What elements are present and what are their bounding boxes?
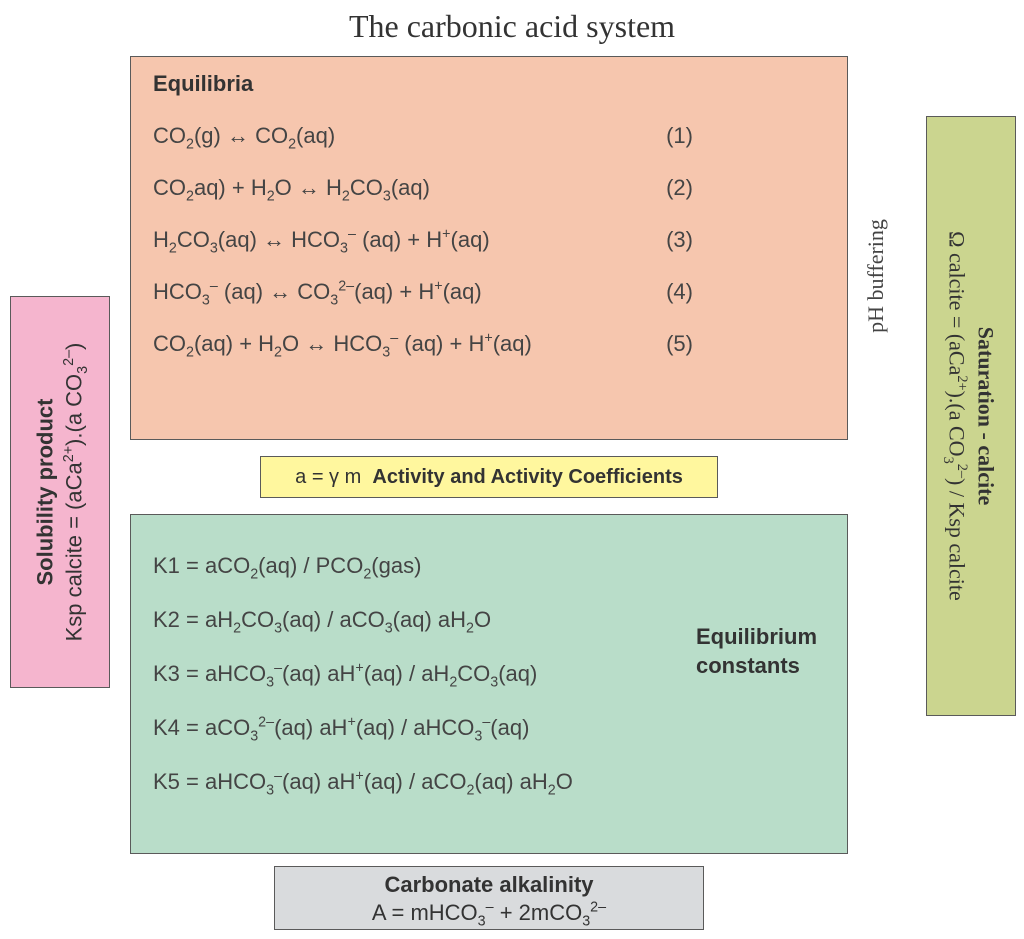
- constant-row: K4 = aCO32–(aq) aH+(aq) / aHCO3–(aq): [153, 715, 825, 741]
- solubility-box: Solubility product Ksp calcite = (aCa2+)…: [10, 296, 110, 688]
- saturation-formula: Ω calcite = (aCa2+).(a CO32–) / Ksp calc…: [942, 126, 971, 706]
- constants-label-text: Equilibriumconstants: [696, 624, 817, 678]
- equilibrium-row: CO2aq) + H2O ↔ H2CO3(aq) (2): [153, 175, 825, 201]
- constant-row: K5 = aHCO3–(aq) aH+(aq) / aCO2(aq) aH2O: [153, 769, 825, 795]
- saturation-box: Saturation - calcite Ω calcite = (aCa2+)…: [926, 116, 1016, 716]
- diagram-title: The carbonic acid system: [0, 8, 1024, 45]
- constants-box: K1 = aCO2(aq) / PCO2(gas) K2 = aH2CO3(aq…: [130, 514, 848, 854]
- alkalinity-formula: A = mHCO3– + 2mCO32–: [275, 899, 703, 927]
- solubility-heading: Solubility product: [31, 302, 60, 682]
- constant-row: K1 = aCO2(aq) / PCO2(gas): [153, 553, 825, 579]
- activity-formula: a = γ m: [295, 466, 361, 488]
- equation-number: (1): [633, 123, 693, 149]
- equilibrium-row: CO2(aq) + H2O ↔ HCO3– (aq) + H+(aq) (5): [153, 331, 825, 357]
- solubility-formula: Ksp calcite = (aCa2+).(a CO32–): [60, 302, 89, 682]
- ph-buffering-text: pH buffering: [863, 219, 889, 333]
- equilibria-heading: Equilibria: [153, 71, 825, 97]
- equation-number: (2): [633, 175, 693, 201]
- alkalinity-box: Carbonate alkalinity A = mHCO3– + 2mCO32…: [274, 866, 704, 930]
- equation-formula: CO2(g) ↔ CO2(aq): [153, 123, 633, 149]
- activity-box: a = γ m Activity and Activity Coefficien…: [260, 456, 718, 498]
- equilibrium-row: HCO3– (aq) ↔ CO32–(aq) + H+(aq) (4): [153, 279, 825, 305]
- equilibria-box: Equilibria CO2(g) ↔ CO2(aq) (1) CO2aq) +…: [130, 56, 848, 440]
- saturation-heading: Saturation - calcite: [971, 126, 1000, 706]
- equation-formula: HCO3– (aq) ↔ CO32–(aq) + H+(aq): [153, 279, 633, 305]
- equation-number: (5): [633, 331, 693, 357]
- equation-formula: H2CO3(aq) ↔ HCO3– (aq) + H+(aq): [153, 227, 633, 253]
- equation-formula: CO2aq) + H2O ↔ H2CO3(aq): [153, 175, 633, 201]
- equilibrium-row: CO2(g) ↔ CO2(aq) (1): [153, 123, 825, 149]
- activity-label: Activity and Activity Coefficients: [372, 466, 682, 488]
- equilibrium-row: H2CO3(aq) ↔ HCO3– (aq) + H+(aq) (3): [153, 227, 825, 253]
- constants-label: Equilibriumconstants: [696, 623, 817, 680]
- ph-buffering-label: pH buffering: [862, 156, 890, 396]
- alkalinity-heading: Carbonate alkalinity: [275, 871, 703, 899]
- equation-number: (3): [633, 227, 693, 253]
- equation-number: (4): [633, 279, 693, 305]
- equation-formula: CO2(aq) + H2O ↔ HCO3– (aq) + H+(aq): [153, 331, 633, 357]
